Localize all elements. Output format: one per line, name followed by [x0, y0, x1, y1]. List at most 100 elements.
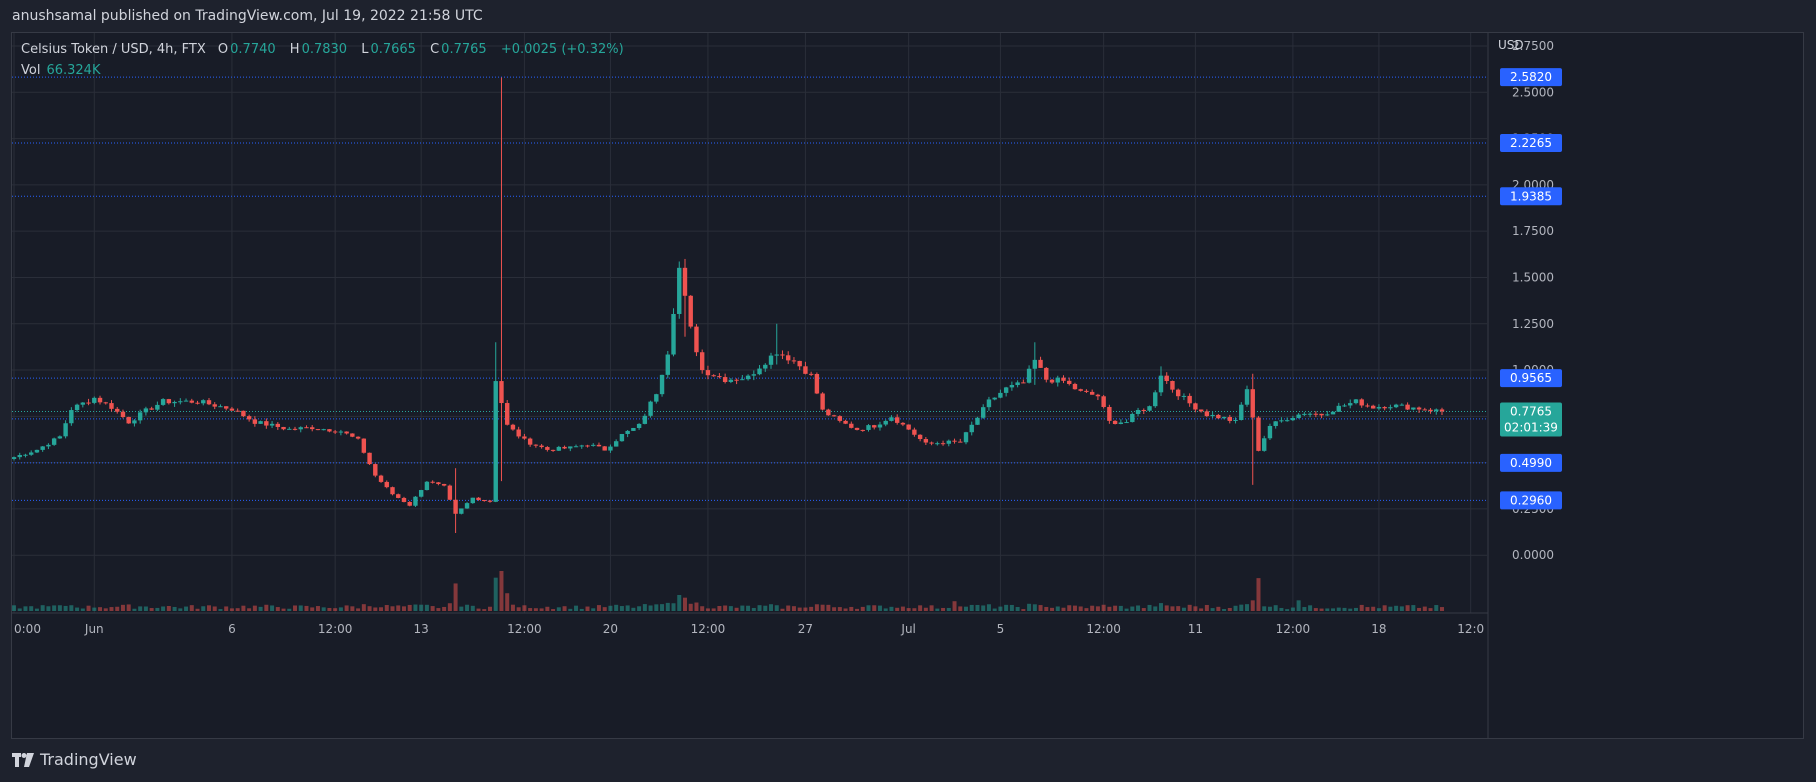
- candle-body: [367, 452, 372, 465]
- volume-bar: [1090, 605, 1095, 611]
- candle-body: [659, 374, 665, 395]
- volume-bar: [184, 606, 189, 611]
- candle-body: [1055, 377, 1060, 383]
- candle-body: [1439, 409, 1445, 412]
- volume-bar: [287, 608, 292, 611]
- candle-body: [459, 508, 464, 514]
- candle-body: [350, 433, 355, 437]
- volume-bar: [270, 605, 275, 611]
- tradingview-brand[interactable]: TradingView: [12, 750, 137, 769]
- candle-body: [591, 444, 596, 446]
- volume-bar: [493, 577, 498, 611]
- volume-bar: [178, 608, 183, 611]
- volume-bar: [929, 605, 934, 611]
- candle-body: [189, 400, 194, 403]
- candle-body: [1107, 406, 1112, 421]
- volume-bar: [791, 606, 796, 611]
- volume-bar: [1187, 604, 1192, 611]
- volume-bar: [562, 606, 567, 611]
- candle-body: [791, 360, 797, 362]
- candle-body: [378, 475, 384, 482]
- candle-body: [384, 481, 389, 488]
- candle-body: [826, 409, 831, 416]
- candle-body: [831, 415, 837, 417]
- candle-body: [917, 434, 923, 440]
- chart-panel[interactable]: USD2.75002.50002.25002.00001.75001.50001…: [11, 32, 1804, 739]
- candle-body: [109, 403, 114, 409]
- candle-body: [160, 399, 166, 405]
- volume-bar: [1216, 606, 1221, 611]
- volume-bar: [700, 606, 705, 611]
- volume-bar: [964, 606, 968, 611]
- candle-body: [201, 400, 206, 404]
- candle-body: [1216, 414, 1221, 419]
- volume-bar: [1015, 606, 1020, 611]
- candle-body: [556, 446, 562, 451]
- volume-bar: [1250, 600, 1255, 611]
- candle-body: [212, 404, 217, 407]
- candle-body: [80, 402, 86, 405]
- time-tick-label: 12:00: [691, 622, 726, 636]
- volume-bar: [1227, 607, 1232, 611]
- candle-body: [981, 407, 986, 418]
- volume-bar: [1141, 608, 1146, 611]
- candle-body: [1049, 379, 1055, 383]
- volume-bar: [889, 606, 894, 611]
- candle-body: [258, 421, 263, 424]
- volume-bar: [1199, 608, 1204, 611]
- volume-bar: [396, 605, 401, 611]
- symbol-label[interactable]: Celsius Token / USD, 4h, FTX: [21, 42, 206, 57]
- volume-label[interactable]: Vol: [21, 63, 41, 78]
- candle-body: [1003, 387, 1009, 393]
- candle-body: [126, 417, 131, 424]
- candle-body: [315, 429, 321, 431]
- price-tick-label: 1.7500: [1512, 224, 1554, 238]
- candle-body: [998, 392, 1003, 398]
- volume-bar: [1061, 607, 1066, 611]
- candle-body: [132, 420, 137, 424]
- volume-bar: [556, 607, 561, 611]
- volume-bar: [923, 607, 928, 611]
- candle-body: [1204, 411, 1210, 417]
- price-tick-label: 0.0000: [1512, 548, 1554, 562]
- candle-body: [545, 447, 550, 450]
- candle-body: [166, 399, 172, 404]
- candle-body: [1267, 425, 1273, 439]
- candle-body: [900, 422, 906, 425]
- volume-bar: [1365, 607, 1370, 611]
- volume-bar: [1147, 604, 1152, 611]
- candle-body: [1399, 404, 1405, 406]
- candle-body: [183, 400, 189, 402]
- volume-bar: [1176, 606, 1181, 611]
- candle-body: [608, 446, 613, 451]
- candle-body: [1061, 377, 1066, 381]
- level-price-tag: [1500, 187, 1562, 206]
- candle-body: [97, 397, 103, 403]
- candle-body: [522, 436, 527, 439]
- volume-bar: [1210, 608, 1215, 611]
- volume-bar: [1411, 605, 1416, 611]
- volume-bar: [860, 606, 865, 611]
- price-chart[interactable]: USD2.75002.50002.25002.00001.75001.50001…: [12, 33, 1803, 738]
- volume-bar: [356, 608, 361, 611]
- low-value: 0.7665: [370, 42, 416, 57]
- volume-bar: [229, 608, 234, 611]
- volume-bar: [201, 606, 206, 611]
- candle-body: [1164, 375, 1169, 381]
- volume-bar: [413, 604, 418, 611]
- volume-bar: [424, 604, 429, 611]
- candle-body: [1250, 389, 1255, 418]
- volume-bar: [361, 604, 366, 611]
- change-value: +0.0025 (+0.32%): [500, 42, 624, 57]
- candle-body: [332, 431, 338, 433]
- volume-bar: [1032, 604, 1037, 611]
- level-price-tag: [1500, 68, 1562, 87]
- volume-bar: [688, 603, 693, 611]
- volume-bar: [757, 605, 762, 611]
- time-tick-label: Jul: [900, 622, 915, 636]
- volume-bar: [1434, 605, 1439, 611]
- candle-body: [195, 402, 200, 404]
- candle-body: [264, 421, 269, 426]
- volume-bar: [918, 605, 923, 611]
- volume-bar: [1353, 607, 1358, 611]
